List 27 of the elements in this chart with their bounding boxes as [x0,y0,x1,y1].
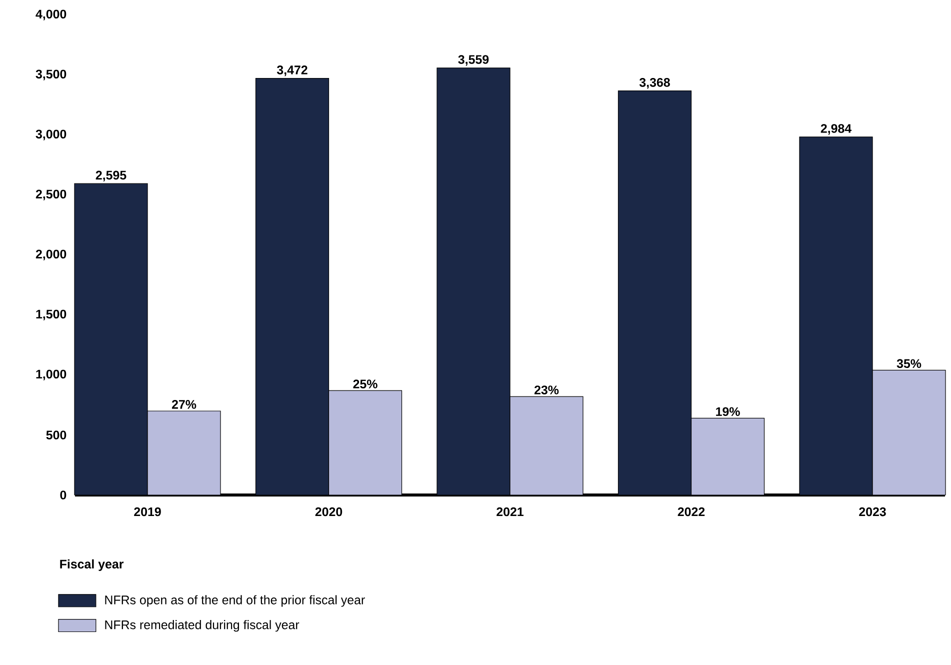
y-tick-label: 3,000 [36,130,66,140]
annotation: 35% [896,359,922,368]
annotation: 27% [172,400,196,409]
x-tick-label: 2023 [859,507,886,516]
data-label: 2,984 [820,124,852,135]
x-tick-label: 2021 [496,507,524,516]
x-tick-label: 2020 [315,507,342,516]
x-tick-label: 2019 [134,507,161,516]
y-tick-label: 2,000 [36,250,66,260]
data-label: 3,472 [276,66,308,76]
y-tick-label: 1,000 [36,370,66,380]
x-axis-title: Fiscal year [60,559,124,571]
data-label: 3,559 [458,55,489,66]
y-tick-label: 3,500 [36,70,66,80]
annotation: 25% [353,380,378,388]
annotation: 23% [534,386,559,394]
data-label: 3,368 [639,78,670,89]
legend-label: NFRs open as of the end of the prior fiscal year [105,595,365,607]
y-tick-label: 1,500 [36,310,66,320]
annotation: 19% [716,407,740,416]
y-tick-label: 500 [46,430,66,440]
y-tick-label: 4,000 [36,10,66,20]
legend-label: NFRs remediated during fiscal year [105,620,300,632]
y-tick-label: 0 [60,490,66,500]
x-tick-label: 2022 [678,507,705,516]
data-label: 2,595 [96,170,126,182]
y-tick-label: 2,500 [36,190,66,200]
